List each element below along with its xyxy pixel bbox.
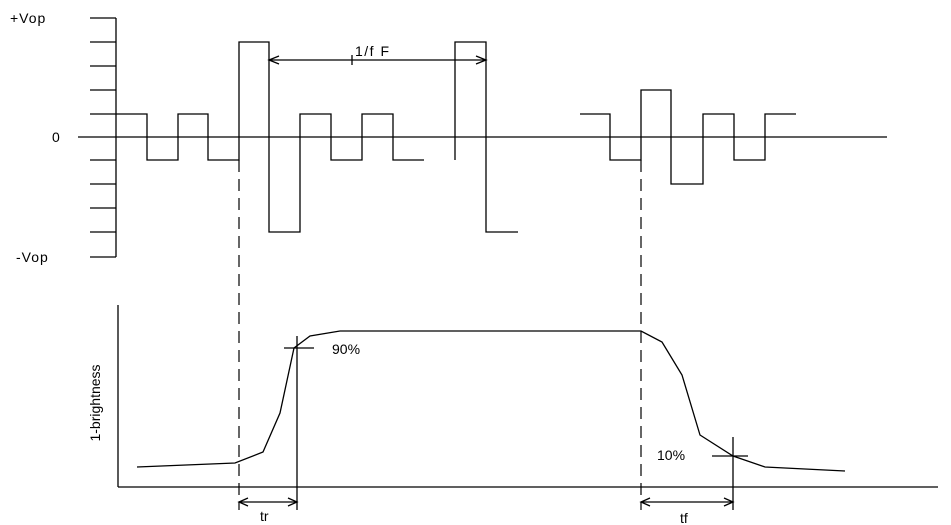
label-90-percent: 90% [332, 341, 360, 357]
marker-90: 90% [284, 336, 360, 510]
voltage-ticks [90, 17, 116, 258]
waveform-segment-1 [116, 41, 424, 233]
rise-time-label: tr [260, 508, 269, 524]
marker-10: 10% [657, 437, 748, 510]
voltage-waveform: +Vop 0 -Vop 1/f F [10, 10, 887, 265]
label-minus-vop: -Vop [16, 249, 49, 265]
label-10-percent: 10% [657, 447, 685, 463]
projection-lines [238, 160, 642, 510]
rise-time-dimension: tr [237, 497, 299, 524]
axis-label-brightness: 1-brightness [87, 364, 103, 441]
fall-time-dimension: tf [639, 497, 735, 525]
period-dimension: 1/f F [267, 43, 488, 65]
label-zero: 0 [52, 129, 60, 145]
fall-time-label: tf [680, 510, 688, 525]
waveform-segment-2 [454, 41, 518, 233]
optical-response: 1-brightness 90% 10% tr tf [87, 305, 938, 525]
period-label: 1/f F [355, 43, 391, 59]
label-plus-vop: +Vop [10, 10, 46, 26]
brightness-curve [136, 330, 846, 472]
waveform-segment-3 [580, 89, 796, 185]
